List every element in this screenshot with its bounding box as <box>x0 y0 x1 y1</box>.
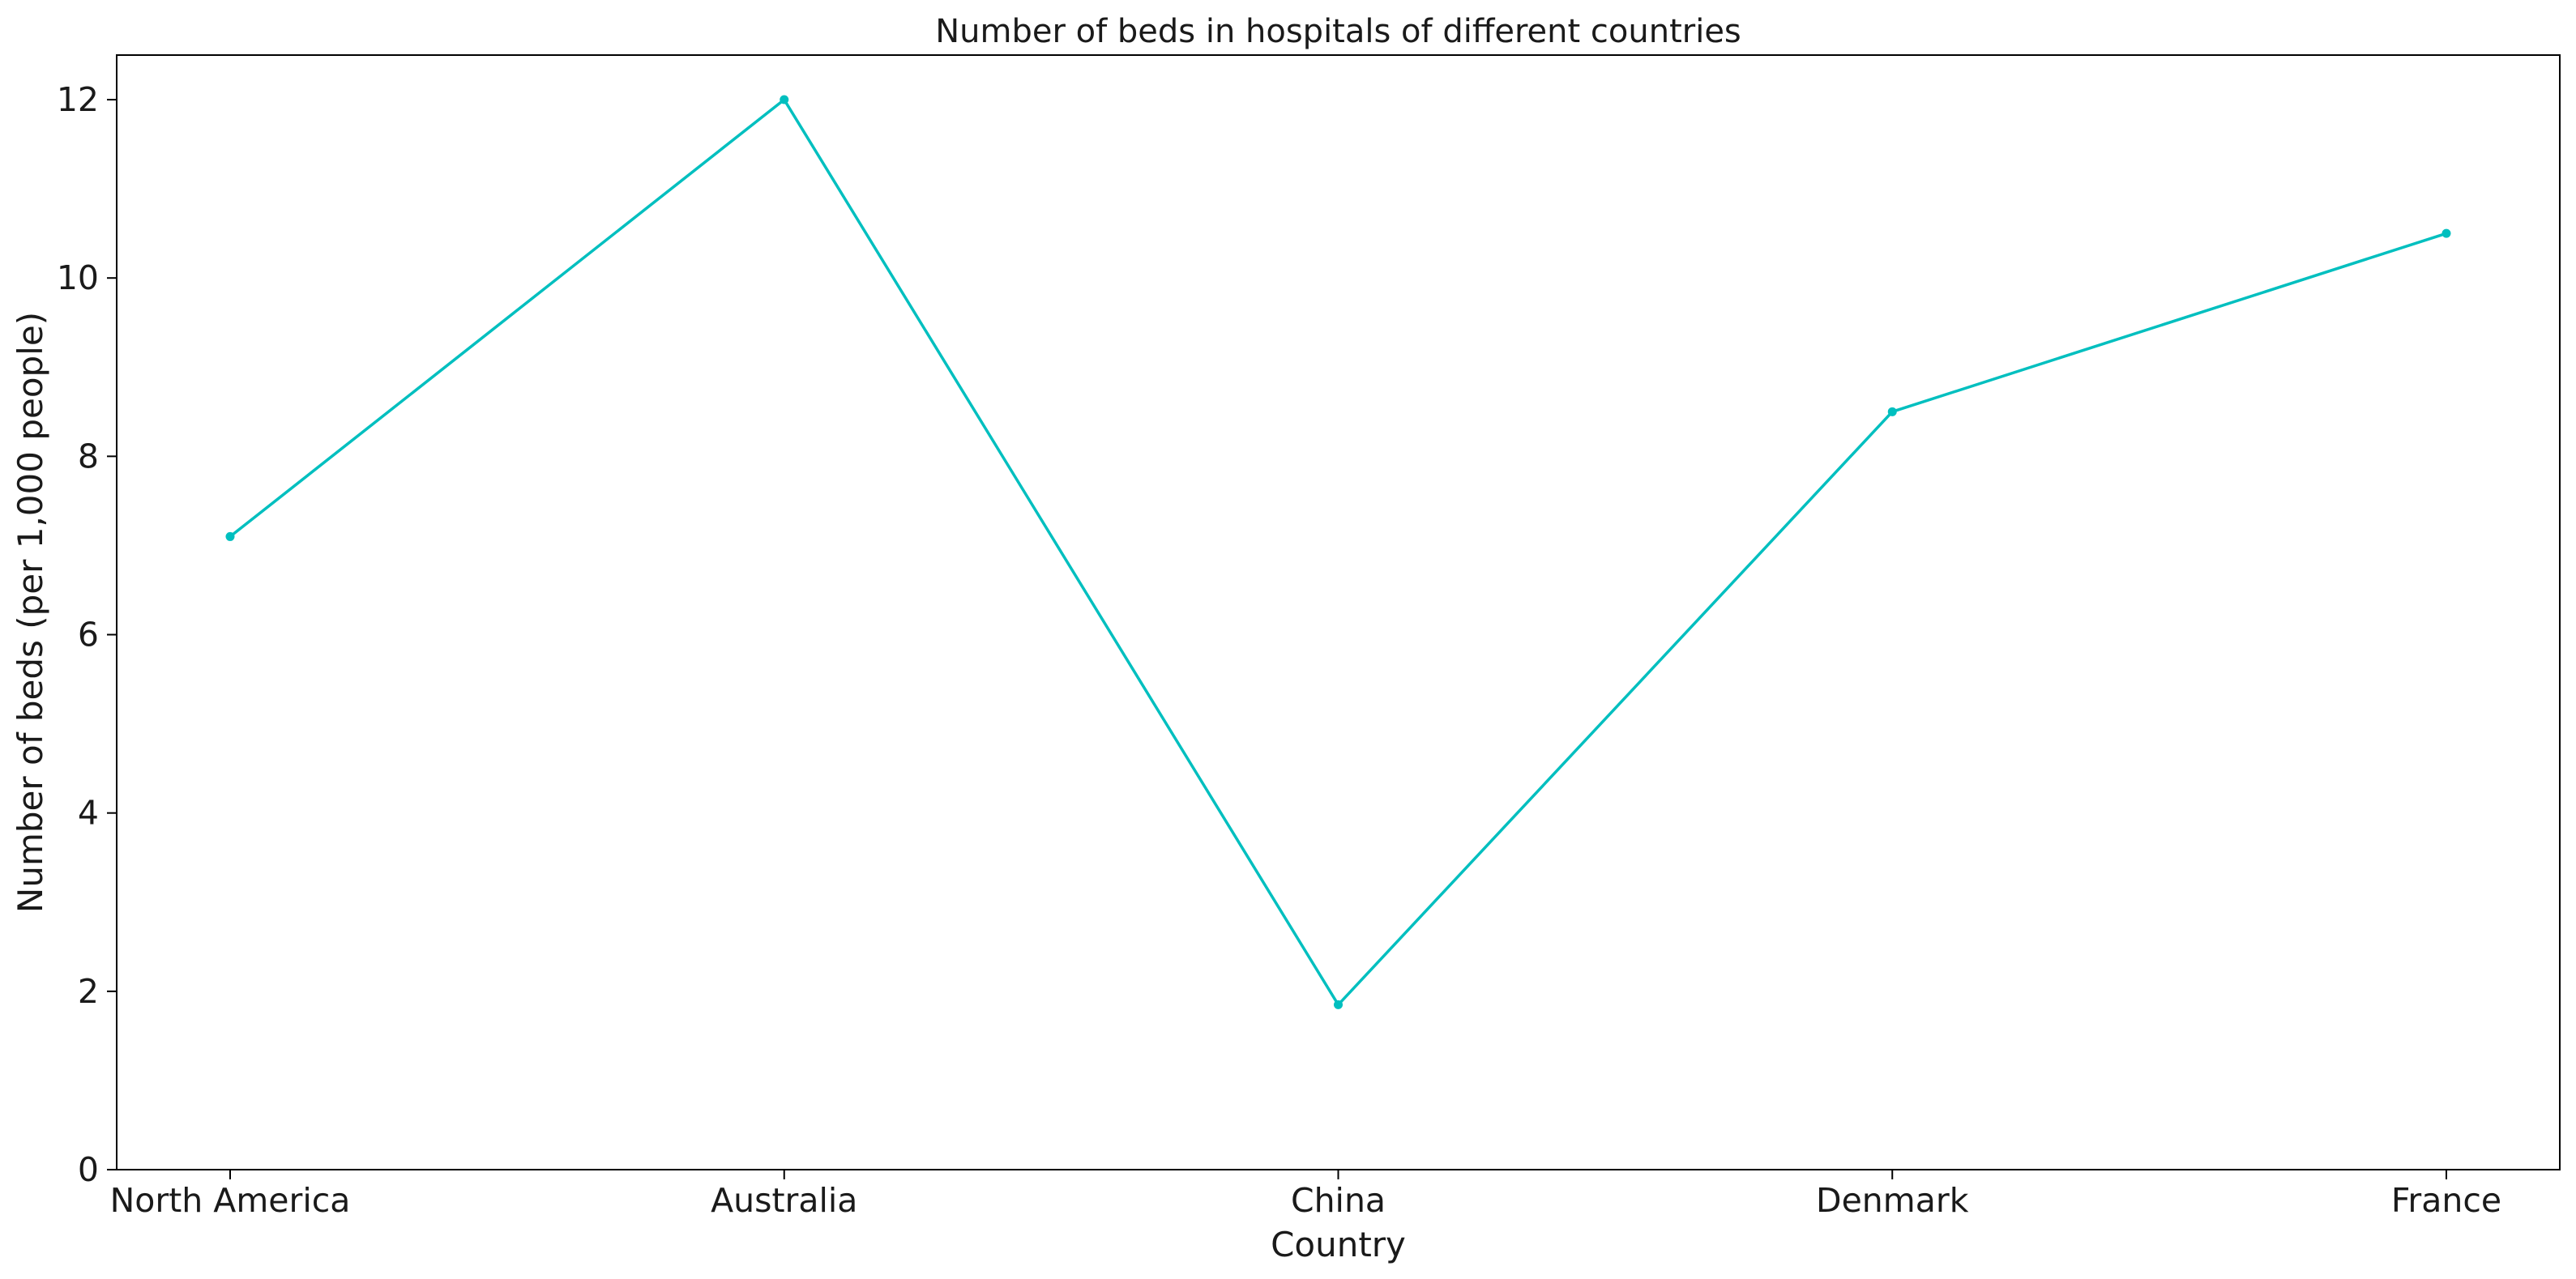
y-axis-label: Number of beds (per 1,000 people) <box>11 312 50 913</box>
chart-title: Number of beds in hospitals of different… <box>935 13 1741 50</box>
x-tick-label: North America <box>110 1181 351 1220</box>
y-tick-label: 6 <box>78 616 99 654</box>
series-layer <box>225 95 2451 1009</box>
y-tick-label: 0 <box>78 1150 99 1189</box>
y-tick-label: 10 <box>57 258 99 297</box>
data-point <box>1334 1000 1343 1009</box>
data-point <box>1887 407 1897 416</box>
y-tick-label: 12 <box>57 80 99 119</box>
data-point <box>225 531 235 541</box>
x-tick-label: France <box>2391 1181 2501 1220</box>
y-tick-label: 4 <box>78 794 99 833</box>
x-tick-label: Denmark <box>1816 1181 1969 1220</box>
x-tick-label: China <box>1291 1181 1386 1220</box>
x-axis: North America Australia China Denmark France <box>110 1170 2501 1220</box>
data-point <box>780 95 789 104</box>
y-tick-label: 8 <box>78 437 99 475</box>
x-tick-label: Australia <box>711 1181 857 1220</box>
data-point <box>2441 228 2451 238</box>
series-line <box>229 97 2447 1008</box>
x-axis-label: Country <box>1271 1225 1406 1264</box>
y-tick-label: 2 <box>78 972 99 1011</box>
y-axis: 0 2 4 6 8 10 12 <box>57 80 117 1189</box>
